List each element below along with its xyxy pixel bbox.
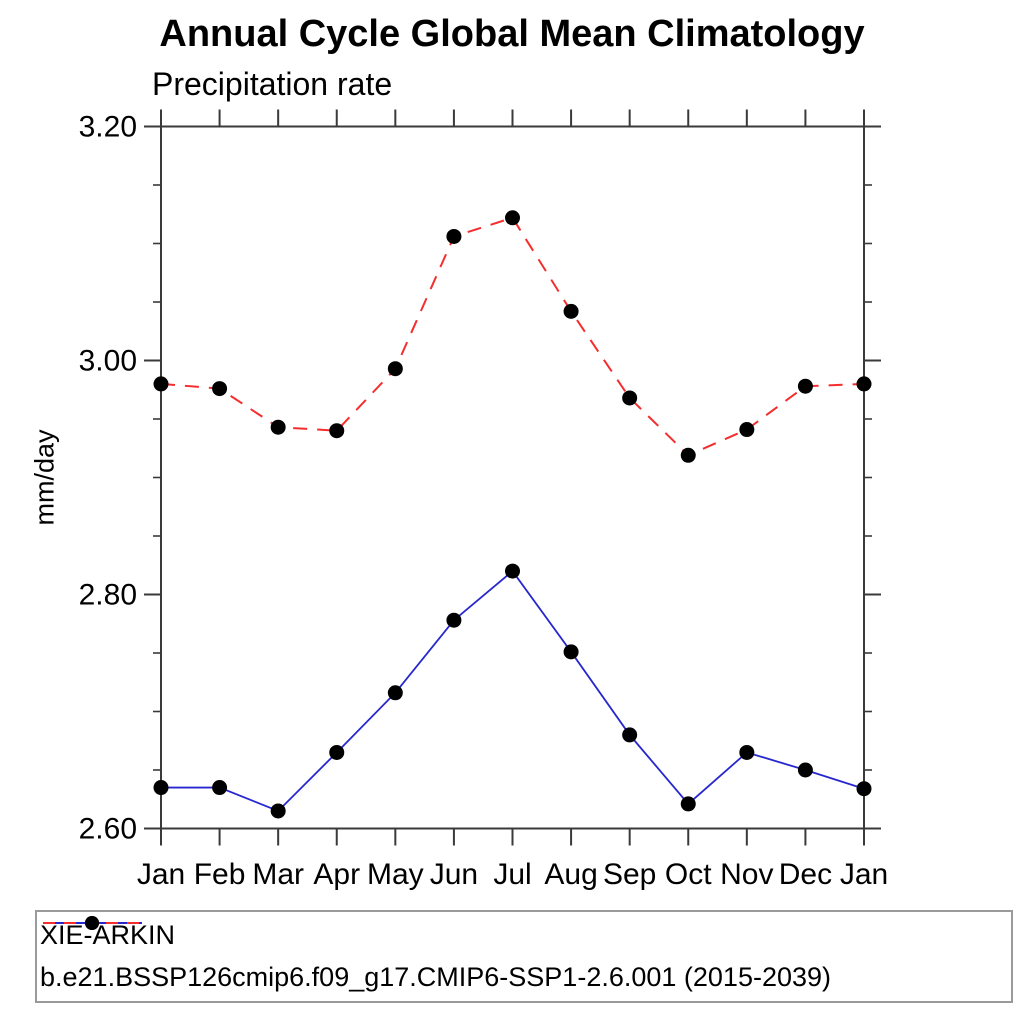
data-point-marker: [446, 228, 462, 244]
x-axis-tick-label: Sep: [603, 858, 656, 891]
x-axis-tick-label: Jan: [840, 858, 888, 891]
x-axis-tick-label: Jun: [430, 858, 478, 891]
x-axis-tick-label: Jul: [493, 858, 531, 891]
y-axis-tick-label: 2.80: [79, 579, 137, 612]
legend-label: b.e21.BSSP126cmip6.f09_g17.CMIP6-SSP1-2.…: [40, 962, 832, 993]
y-axis-tick-label: 2.60: [79, 813, 137, 846]
data-point-marker: [505, 563, 520, 579]
y-axis-tick-label: 3.20: [79, 111, 137, 144]
data-point-marker: [739, 422, 755, 438]
data-point-marker: [212, 780, 228, 796]
data-point-marker: [797, 378, 813, 394]
data-point-marker: [387, 685, 403, 701]
series-line-xie-arkin: [161, 569, 865, 813]
data-point-marker: [797, 762, 813, 778]
x-axis-tick-label: Feb: [194, 858, 246, 891]
y-axis-tick-label: 3.00: [79, 345, 137, 378]
chart-title: Annual Cycle Global Mean Climatology: [159, 13, 865, 55]
x-axis-tick-label: Aug: [544, 858, 597, 891]
x-axis-tick-label: Oct: [665, 858, 712, 891]
x-axis-tick-label: Nov: [720, 858, 773, 891]
data-point-marker: [680, 447, 696, 463]
x-axis-tick-label: Apr: [313, 858, 360, 891]
data-point-marker: [856, 781, 872, 797]
legend-label: XIE-ARKIN: [40, 919, 176, 950]
data-point-marker: [622, 727, 638, 743]
data-point-marker: [563, 303, 579, 319]
data-point-marker: [329, 423, 345, 439]
data-point-marker: [680, 796, 696, 812]
data-point-marker: [270, 803, 286, 819]
data-point-marker: [739, 744, 755, 760]
legend-box: XIE-ARKIN b.e21.BSSP126cmip6.f09_g17.CMI…: [35, 910, 1013, 1003]
data-point-marker: [212, 381, 228, 397]
legend-entry-xie-arkin: XIE-ARKIN: [37, 915, 1011, 955]
data-point-marker: [153, 780, 169, 796]
data-point-marker: [387, 361, 403, 377]
data-point-marker: [153, 376, 169, 392]
data-point-marker: [563, 644, 579, 660]
x-axis-tick-label: Dec: [779, 858, 832, 891]
data-point-marker: [856, 376, 872, 392]
data-point-marker: [505, 210, 520, 226]
data-point-marker: [446, 612, 462, 628]
data-point-marker: [622, 390, 638, 406]
x-axis-tick-label: May: [367, 858, 424, 891]
data-point-marker: [329, 744, 345, 760]
chart-subtitle: Precipitation rate: [152, 66, 393, 102]
plot-frame: [160, 125, 865, 830]
x-axis-tick-label: Jan: [137, 858, 185, 891]
legend-line-sample-dashed: [43, 916, 142, 930]
series-line-ssp126: [160, 216, 865, 457]
legend-entry-ssp126: b.e21.BSSP126cmip6.f09_g17.CMIP6-SSP1-2.…: [37, 916, 1011, 998]
x-axis-tick-label: Mar: [252, 858, 304, 891]
data-point-marker: [270, 419, 286, 435]
